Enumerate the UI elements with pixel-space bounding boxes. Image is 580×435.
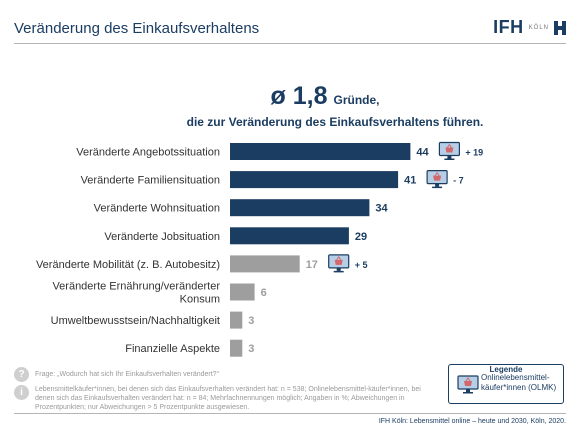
- bar: [230, 283, 255, 301]
- category-label: Veränderte Mobilität (z. B. Autobesitz): [36, 259, 220, 271]
- source-text: IFH Köln: Lebensmittel online – heute un…: [378, 418, 566, 425]
- value-label: 3: [248, 343, 254, 355]
- value-label: 34: [375, 203, 388, 215]
- value-label: 17: [306, 259, 318, 271]
- bar: [230, 339, 243, 357]
- bar: [230, 143, 411, 160]
- headline: ø 1,8 Gründe, die zur Veränderung des Ei…: [0, 82, 580, 129]
- logo-mark-icon: [554, 20, 566, 35]
- info-icon: i: [14, 385, 29, 400]
- question-note: ? Frage: „Wodurch hat sich Ihr Einkaufsv…: [14, 367, 434, 382]
- logo-text: IFH: [493, 17, 524, 37]
- category-label: Veränderte Jobsituation: [104, 231, 220, 243]
- logo-subtext: KÖLN: [528, 24, 549, 31]
- deviation-label: - 7: [453, 176, 464, 186]
- category-label: Finanzielle Aspekte: [125, 343, 220, 355]
- bar: [230, 255, 300, 273]
- deviation-label: + 19: [465, 148, 483, 158]
- category-label: Veränderte Wohnsituation: [94, 203, 220, 215]
- ifh-logo: IFH KÖLN: [493, 17, 566, 38]
- category-label: Veränderte Ernährung/veränderter Konsum: [52, 281, 220, 306]
- legend-label: Onlinelebensmittel-käufer*innen (OLMK): [481, 373, 557, 392]
- notes: ? Frage: „Wodurch hat sich Ihr Einkaufsv…: [14, 367, 434, 415]
- value-label: 29: [355, 231, 367, 243]
- question-icon: ?: [14, 367, 29, 382]
- page-title: Veränderung des Einkaufsverhaltens: [14, 20, 260, 37]
- computer-monitor-icon: [328, 254, 350, 273]
- footer-divider: [14, 413, 566, 414]
- value-label: 6: [261, 287, 267, 299]
- bar: [230, 171, 399, 189]
- headline-subtitle: die zur Veränderung des Einkaufsverhalte…: [186, 115, 484, 129]
- bar: [230, 227, 349, 245]
- bar: [230, 199, 370, 217]
- average-value: ø 1,8: [270, 82, 328, 110]
- deviation-label: + 5: [355, 260, 368, 270]
- header-divider: [14, 43, 566, 44]
- info-text: Lebensmittelkäufer*innen, bei denen sich…: [35, 386, 421, 411]
- legend-title: Legende: [485, 365, 527, 374]
- computer-monitor-icon: [426, 170, 448, 189]
- average-word: Gründe,: [333, 93, 380, 107]
- category-label: Umweltbewusstsein/Nachhaltigkeit: [51, 315, 220, 327]
- bar: [230, 311, 243, 329]
- legend: Legende Onlinelebensmittel-käufer*innen …: [448, 364, 564, 404]
- value-label: 3: [248, 315, 254, 327]
- category-label: Veränderte Angebotssituation: [76, 147, 220, 159]
- value-label: 41: [404, 175, 416, 187]
- category-label: Veränderte Familiensituation: [81, 175, 220, 187]
- info-note: i Lebensmittelkäufer*innen, bei denen si…: [14, 385, 434, 412]
- value-label: 44: [416, 147, 429, 159]
- question-text: Frage: „Wodurch hat sich Ihr Einkaufsver…: [35, 371, 219, 378]
- computer-monitor-icon: [457, 375, 479, 394]
- computer-monitor-icon: [438, 141, 460, 160]
